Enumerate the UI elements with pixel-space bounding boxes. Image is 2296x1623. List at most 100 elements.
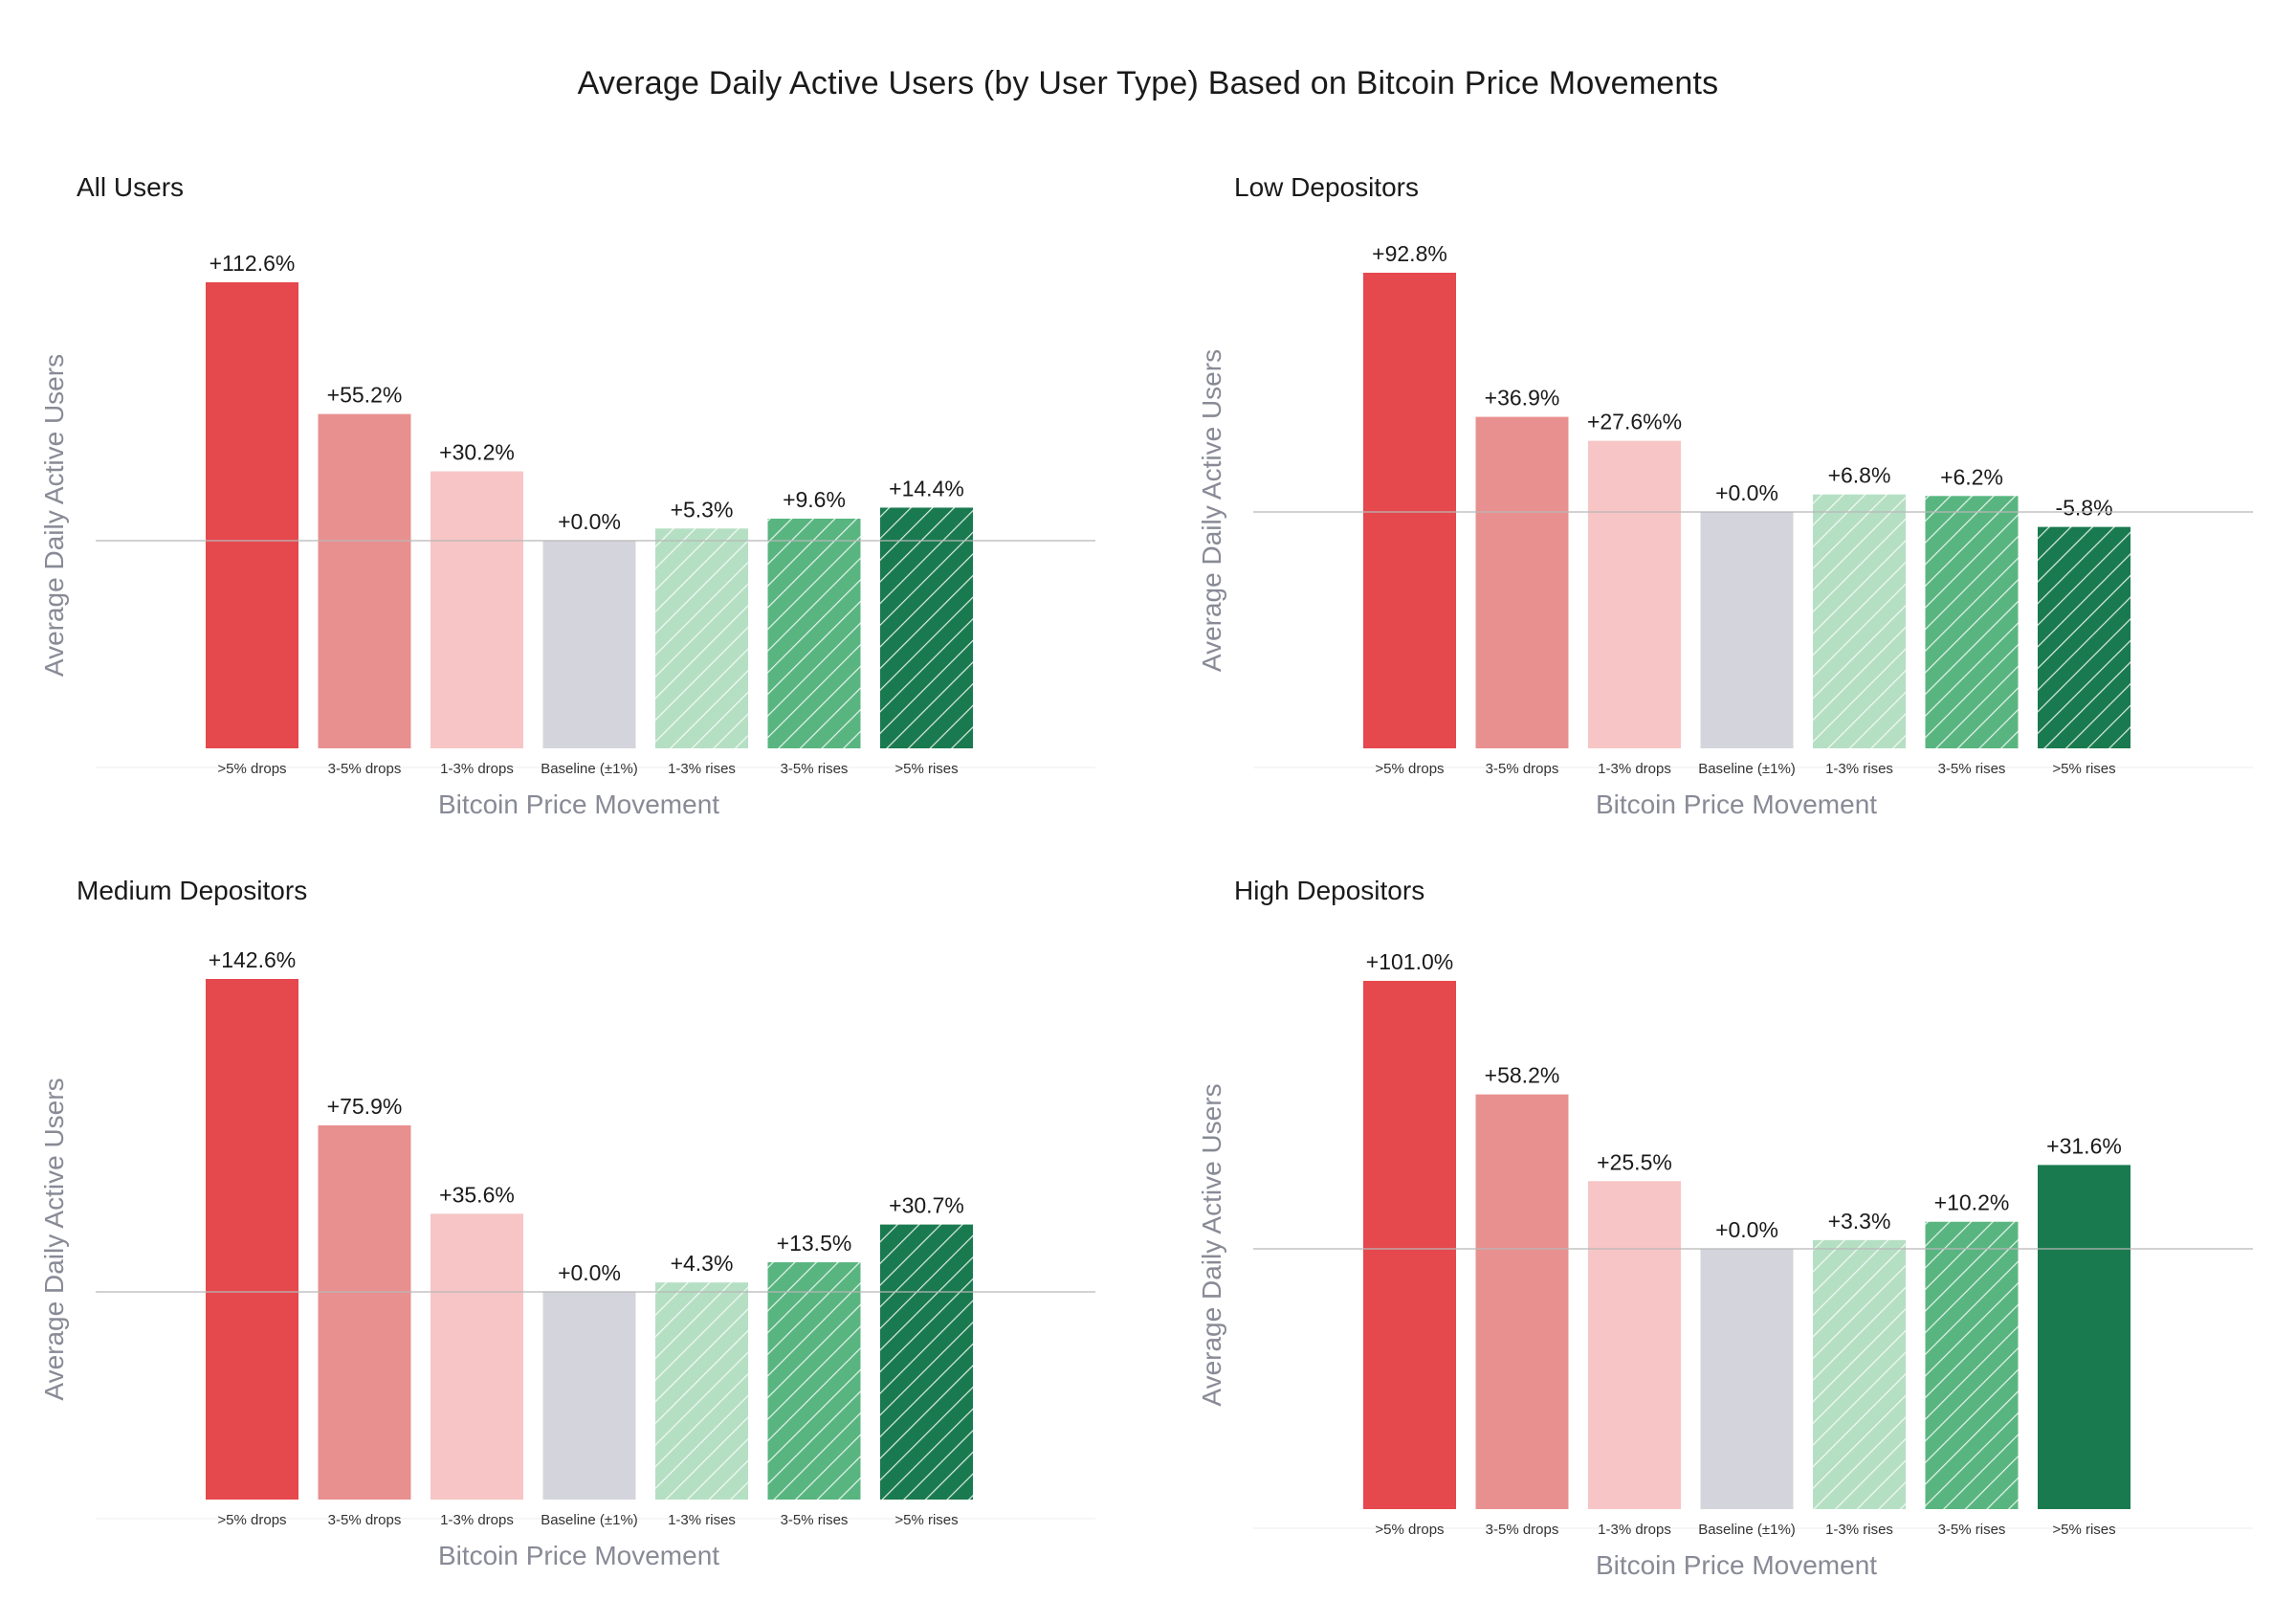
value-label: +0.0% <box>558 509 621 534</box>
bar-gt5-drops <box>1363 273 1456 748</box>
bar-1-3-drops <box>1588 1181 1681 1509</box>
value-label: +31.6% <box>2046 1133 2122 1158</box>
value-label: +27.6%% <box>1587 410 1682 434</box>
x-tick-label: 1-3% rises <box>668 1512 736 1528</box>
value-label: +0.0% <box>1715 1217 1778 1242</box>
bar-1-3-rises <box>655 1282 748 1500</box>
value-label: +5.3% <box>671 497 734 522</box>
x-tick-label: >5% drops <box>1375 1522 1444 1538</box>
bar-gt5-rises <box>880 507 973 748</box>
x-tick-label: >5% drops <box>217 761 286 777</box>
x-tick-label: 1-3% drops <box>440 1512 514 1528</box>
value-label: +0.0% <box>1715 480 1778 505</box>
value-label: +30.7% <box>889 1193 964 1218</box>
bar-baseline <box>542 1292 636 1500</box>
chart-svg: Average Daily Active Users +101.0% >5% dro… <box>1197 949 2253 1580</box>
x-tick-label: 1-3% drops <box>1598 1522 1671 1538</box>
x-tick-label: >5% rises <box>2052 761 2115 777</box>
y-axis-title: Average Daily Active Users <box>1197 1083 1226 1406</box>
value-label: +9.6% <box>783 487 846 512</box>
x-tick-label: 3-5% drops <box>1486 1522 1559 1538</box>
x-tick-label: >5% drops <box>1375 761 1444 777</box>
x-tick-label: Baseline (±1%) <box>541 761 638 777</box>
x-tick-label: 3-5% rises <box>781 1512 849 1528</box>
x-axis-title: Bitcoin Price Movement <box>1596 1550 1877 1580</box>
chart-svg: Average Daily Active Users +142.6% >5% dro… <box>39 947 1095 1570</box>
chart-svg: Average Daily Active Users +92.8% >5% drop… <box>1197 241 2253 819</box>
x-tick-label: >5% rises <box>894 761 958 777</box>
x-tick-label: 1-3% drops <box>1598 761 1671 777</box>
value-label: +142.6% <box>209 947 296 972</box>
panel-high-depositors: High Depositors Average Daily Active Use… <box>1197 876 2267 1603</box>
x-tick-label: 3-5% drops <box>328 761 402 777</box>
panel-title: Medium Depositors <box>77 876 308 905</box>
bar-1-3-drops <box>430 471 523 748</box>
y-axis-title: Average Daily Active Users <box>39 354 69 677</box>
x-tick-label: 3-5% rises <box>1938 761 2006 777</box>
bar-3-5-drops <box>318 413 411 748</box>
x-tick-label: 1-3% drops <box>440 761 514 777</box>
chart-svg: Average Daily Active Users +112.6% >5% dro… <box>39 251 1095 819</box>
bar-3-5-drops <box>1475 416 1569 748</box>
value-label: +6.8% <box>1828 463 1891 488</box>
panel-title: Low Depositors <box>1234 172 1419 202</box>
bar-gt5-drops <box>1363 981 1456 1509</box>
x-tick-label: 3-5% rises <box>1938 1522 2006 1538</box>
x-tick-label: 1-3% rises <box>1825 1522 1893 1538</box>
bar-1-3-rises <box>1813 494 1906 748</box>
x-axis-title: Bitcoin Price Movement <box>1596 789 1877 819</box>
bar-3-5-drops <box>1475 1094 1569 1509</box>
bar-3-5-drops <box>318 1124 411 1500</box>
y-axis-title: Average Daily Active Users <box>39 1078 69 1400</box>
value-label: +35.6% <box>439 1182 515 1207</box>
panel-medium-depositors: Medium Depositors Average Daily Active U… <box>39 876 1110 1603</box>
x-tick-label: 3-5% drops <box>1486 761 1559 777</box>
bar-1-3-drops <box>1588 440 1681 748</box>
bar-gt5-drops <box>206 979 298 1500</box>
value-label: -5.8% <box>2055 496 2112 521</box>
value-label: +13.5% <box>777 1231 852 1256</box>
value-label: +4.3% <box>671 1251 734 1276</box>
x-tick-label: Baseline (±1%) <box>1698 1522 1796 1538</box>
x-tick-label: >5% rises <box>894 1512 958 1528</box>
x-tick-label: Baseline (±1%) <box>541 1512 638 1528</box>
value-label: +112.6% <box>210 251 296 276</box>
value-label: +14.4% <box>889 476 964 500</box>
value-label: +55.2% <box>327 383 403 408</box>
x-tick-label: 3-5% drops <box>328 1512 402 1528</box>
panel-title: High Depositors <box>1234 876 1425 905</box>
bar-1-3-rises <box>1813 1239 1906 1509</box>
bar-baseline <box>542 541 636 748</box>
bar-3-5-rises <box>1925 1221 2019 1509</box>
bar-1-3-rises <box>655 528 748 748</box>
bar-baseline <box>1700 1249 1794 1509</box>
bar-3-5-rises <box>767 518 861 748</box>
panel-title: All Users <box>77 172 185 202</box>
bar-gt5-rises <box>2038 1165 2130 1509</box>
bar-3-5-rises <box>767 1262 861 1500</box>
panel-all-users: All Users Average Daily Active Users +112… <box>39 172 1110 842</box>
bar-1-3-drops <box>430 1213 523 1500</box>
main-title: Average Daily Active Users (by User Type… <box>577 65 1719 101</box>
x-tick-label: 1-3% rises <box>668 761 736 777</box>
panel-low-depositors: Low Depositors Average Daily Active User… <box>1197 172 2267 842</box>
x-tick-label: >5% drops <box>217 1512 286 1528</box>
value-label: +25.5% <box>1597 1149 1672 1174</box>
value-label: +92.8% <box>1372 241 1447 266</box>
value-label: +10.2% <box>1934 1190 2010 1215</box>
bar-3-5-rises <box>1925 496 2019 748</box>
bar-gt5-drops <box>206 282 298 748</box>
value-label: +101.0% <box>1366 949 1453 974</box>
value-label: +58.2% <box>1485 1063 1560 1088</box>
x-tick-label: Baseline (±1%) <box>1698 761 1796 777</box>
value-label: +30.2% <box>439 440 515 465</box>
x-tick-label: 3-5% rises <box>781 761 849 777</box>
y-axis-title: Average Daily Active Users <box>1197 349 1226 672</box>
value-label: +75.9% <box>327 1094 403 1119</box>
value-label: +36.9% <box>1485 386 1560 411</box>
bar-gt5-rises <box>880 1224 973 1500</box>
bar-gt5-rises <box>2038 526 2130 748</box>
value-label: +0.0% <box>558 1260 621 1285</box>
x-tick-label: >5% rises <box>2052 1522 2115 1538</box>
x-tick-label: 1-3% rises <box>1825 761 1893 777</box>
